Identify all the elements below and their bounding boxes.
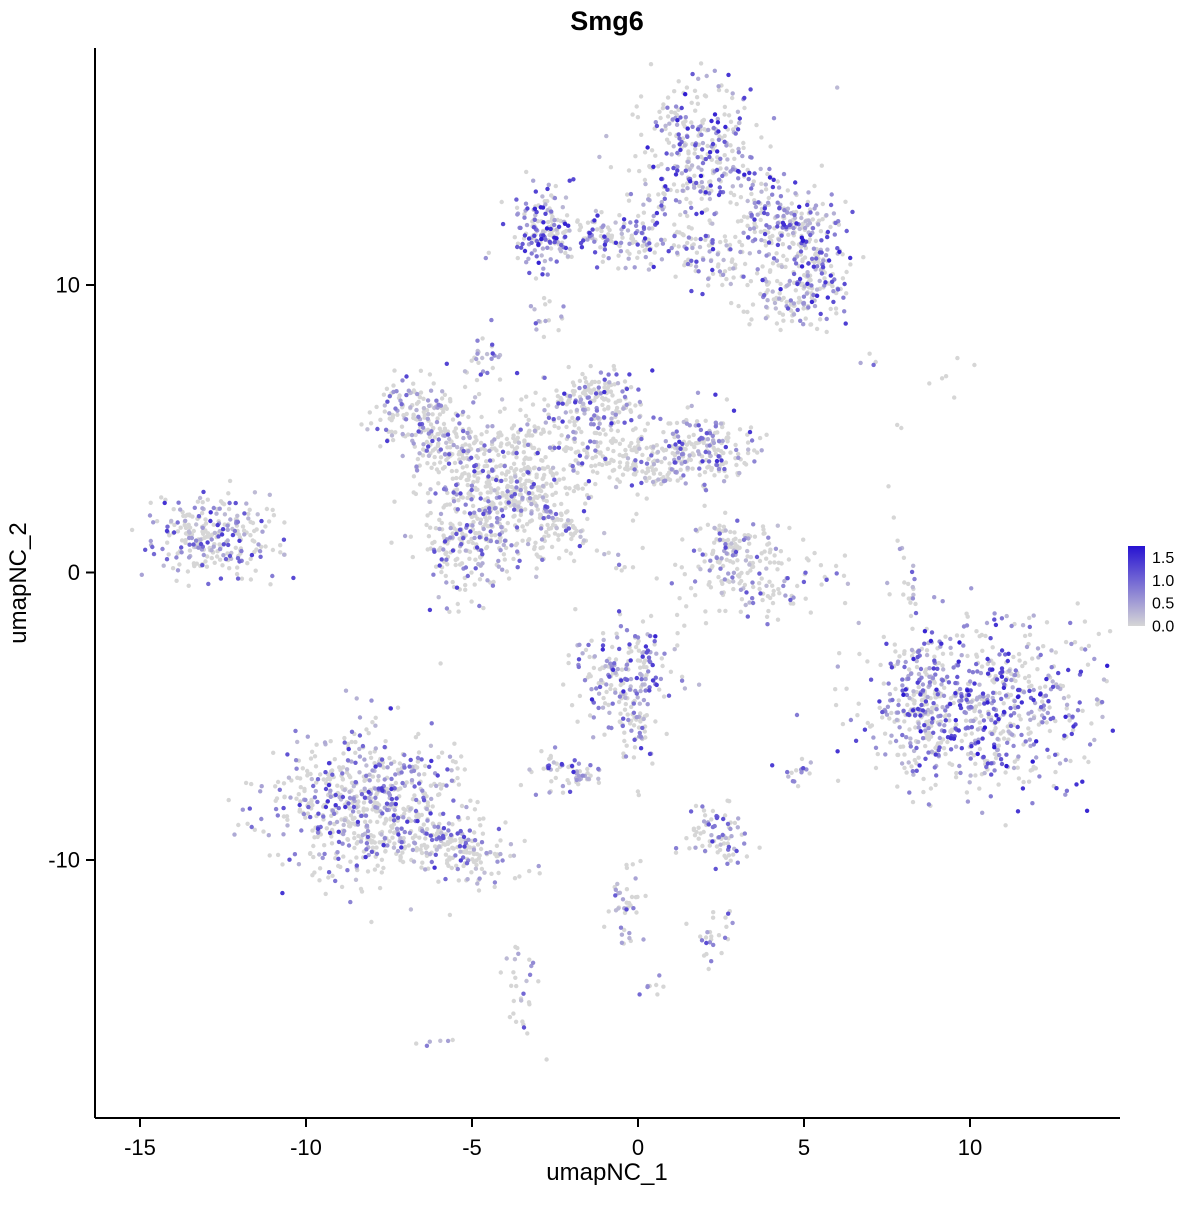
- y-tick-label: -10: [48, 848, 80, 873]
- legend-labels: 1.5 1.0 0.5 0.0: [1152, 550, 1174, 636]
- x-axis-ticks: -15 -10 -5 0 5 10: [124, 1118, 982, 1160]
- plot-title: Smg6: [570, 6, 644, 36]
- y-tick-label: 0: [68, 560, 80, 585]
- y-axis-label: umapNC_2: [5, 522, 32, 643]
- x-tick-label: 10: [958, 1135, 982, 1160]
- y-tick-label: 10: [56, 273, 80, 298]
- x-tick-label: 0: [632, 1135, 644, 1160]
- scatter-points: [130, 61, 1115, 1062]
- x-tick-label: -15: [124, 1135, 156, 1160]
- legend-gradient-bar: [1128, 546, 1145, 626]
- legend-tick-label: 0.0: [1152, 619, 1174, 636]
- legend-tick-label: 0.5: [1152, 596, 1174, 613]
- x-tick-label: 5: [798, 1135, 810, 1160]
- legend-tick-label: 1.0: [1152, 573, 1174, 590]
- legend-tick-label: 1.5: [1152, 550, 1174, 567]
- x-tick-label: -5: [462, 1135, 482, 1160]
- y-axis-ticks: 10 0 -10: [48, 273, 95, 873]
- x-tick-label: -10: [290, 1135, 322, 1160]
- color-legend: 1.5 1.0 0.5 0.0: [1128, 546, 1174, 636]
- x-axis-label: umapNC_1: [546, 1159, 667, 1186]
